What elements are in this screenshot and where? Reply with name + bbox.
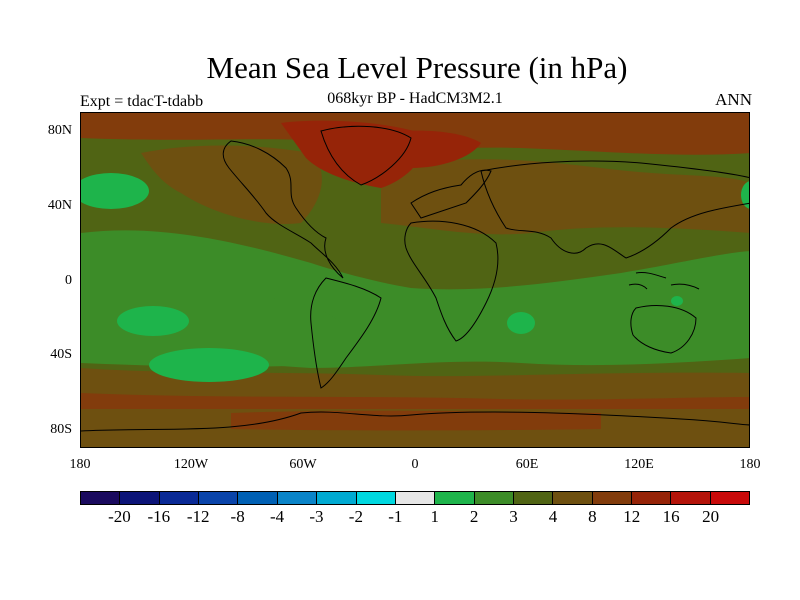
- colorbar-label: 20: [702, 507, 720, 526]
- colorbar-label: 2: [469, 507, 479, 526]
- colorbar-swatch: [317, 492, 357, 504]
- pressure-field: [81, 113, 749, 447]
- lon-label-60e: 60E: [515, 457, 539, 472]
- colorbar-swatch: [356, 492, 396, 504]
- experiment-label: Expt = tdacT-tdabb: [80, 93, 204, 110]
- lon-label-0: 0: [411, 457, 419, 472]
- coast-indonesia: [628, 272, 700, 290]
- lat-label-0: 0: [65, 273, 72, 288]
- patch-indian-ocean: [507, 312, 535, 334]
- coast-south-america: [310, 277, 382, 389]
- patch-north-pacific: [81, 173, 149, 209]
- lon-label-180e: 180: [739, 457, 761, 472]
- lon-label-60w: 60W: [289, 457, 317, 472]
- colorbar-swatch: [159, 492, 200, 504]
- field-north-america-high: [141, 145, 322, 224]
- coastlines: [81, 125, 749, 432]
- patch-atlantic-east: [741, 181, 749, 209]
- lon-label-120w: 120W: [173, 457, 209, 472]
- map-title: Mean Sea Level Pressure (in hPa): [206, 50, 628, 85]
- colorbar-label: -20: [108, 507, 131, 526]
- coast-asia: [480, 160, 749, 259]
- colorbar-swatch: [513, 492, 554, 504]
- map-subtitle: 068kyr BP - HadCM3M2.1: [327, 90, 503, 107]
- colorbar-swatch: [553, 492, 593, 504]
- field-north-atlantic-high: [381, 130, 481, 168]
- lon-label-180w: 180: [69, 457, 91, 472]
- colorbar-label: -3: [309, 507, 324, 526]
- coast-australia: [630, 304, 697, 354]
- colorbar-swatch: [81, 492, 121, 504]
- colorbar-swatch: [632, 492, 672, 504]
- colorbar-swatch: [710, 492, 750, 504]
- lat-label-80s: 80S: [50, 422, 72, 437]
- colorbar-swatch: [120, 492, 160, 504]
- lat-label-40s: 40S: [50, 347, 72, 362]
- colorbar-label: -16: [147, 507, 171, 526]
- coast-antarctica: [81, 411, 749, 432]
- field-antarctic-high: [231, 410, 601, 431]
- colorbar-swatch: [592, 492, 633, 504]
- lat-label-80n: 80N: [47, 123, 72, 138]
- lat-label-40n: 40N: [47, 198, 72, 213]
- lon-label-120e: 120E: [624, 457, 654, 472]
- colorbar-swatch: [671, 492, 711, 504]
- colorbar: [80, 491, 750, 505]
- colorbar-label: -12: [186, 507, 210, 526]
- coast-europe: [410, 169, 492, 219]
- colorbar-label: -4: [269, 507, 285, 526]
- coast-greenland: [320, 125, 412, 186]
- patch-south-pacific-2: [149, 348, 269, 382]
- colorbar-label: 12: [623, 507, 641, 526]
- colorbar-label: -1: [388, 507, 403, 526]
- colorbar-swatch: [199, 492, 239, 504]
- colorbar-label: -8: [230, 507, 245, 526]
- colorbar-label: 4: [548, 507, 558, 526]
- field-southern-belt-2: [81, 393, 749, 409]
- colorbar-swatch: [474, 492, 514, 504]
- season-label: ANN: [715, 90, 752, 109]
- colorbar-label: -2: [348, 507, 363, 526]
- colorbar-label: 3: [509, 507, 518, 526]
- colorbar-swatch: [395, 492, 436, 504]
- colorbar-label: 1: [430, 507, 439, 526]
- colorbar-label: 16: [662, 507, 680, 526]
- map-panel: [80, 112, 750, 448]
- coast-north-america: [222, 140, 344, 279]
- colorbar-swatch: [277, 492, 318, 504]
- field-eurasia-high: [381, 159, 749, 235]
- patch-south-pacific-1: [117, 306, 189, 336]
- colorbar-swatch: [435, 492, 475, 504]
- patch-australia: [671, 296, 683, 306]
- colorbar-swatch: [238, 492, 278, 504]
- coast-africa: [404, 220, 499, 342]
- colorbar-label: 8: [588, 507, 597, 526]
